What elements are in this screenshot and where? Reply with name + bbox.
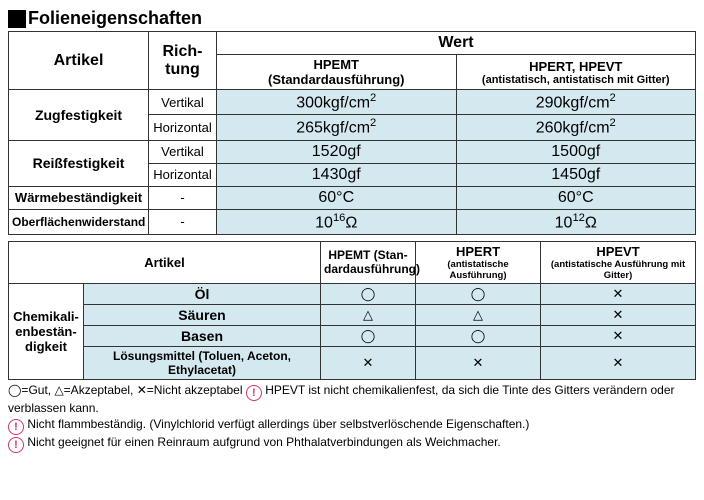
legend-text: Nicht flammbeständig. (Vinylchlorid verf… bbox=[27, 417, 529, 431]
value-cell: 300kgf/cm2 bbox=[217, 90, 457, 115]
chemical-table: Artikel HPEMT (Stan- dardausführung) HPE… bbox=[8, 241, 696, 380]
section-title: Folieneigenschaften bbox=[8, 8, 696, 29]
value-cell: 1450gf bbox=[456, 163, 696, 186]
th-artikel: Artikel bbox=[9, 32, 149, 90]
sym-cell: ◯ bbox=[416, 325, 541, 346]
th-hpemt-sub: (Standardausführung) bbox=[220, 72, 453, 87]
table-row: Oberflächenwiderstand - 1016Ω 1012Ω bbox=[9, 209, 696, 234]
legend-line-1: ◯=Gut, △=Akzeptabel, ✕=Nicht akzeptabel … bbox=[8, 383, 696, 417]
row-label: Zugfestigkeit bbox=[9, 90, 149, 141]
chem-label: Säuren bbox=[84, 304, 321, 325]
th-hpert-sub: (antistatisch, antistatisch mit Gitter) bbox=[460, 74, 693, 86]
table-row: Lösungsmittel (Toluen, Aceton, Ethylacet… bbox=[9, 346, 696, 379]
table-row: Zugfestigkeit Vertikal 300kgf/cm2 290kgf… bbox=[9, 90, 696, 115]
th-c2: HPERT (antistatische Ausführung) bbox=[416, 241, 541, 283]
properties-table: Artikel Rich- tung Wert HPEMT (Standarda… bbox=[8, 31, 696, 235]
value-cell: 60°C bbox=[217, 186, 457, 209]
warning-icon: ! bbox=[246, 385, 262, 401]
th-hpert: HPERT, HPEVT (antistatisch, antistatisch… bbox=[456, 55, 696, 90]
dir-cell: - bbox=[149, 209, 217, 234]
row-label: Reißfestigkeit bbox=[9, 140, 149, 186]
title-text: Folieneigenschaften bbox=[28, 8, 202, 29]
th-artikel: Artikel bbox=[9, 241, 321, 283]
value-cell: 1016Ω bbox=[217, 209, 457, 234]
th-c1: HPEMT (Stan- dardausführung) bbox=[321, 241, 416, 283]
value-cell: 1012Ω bbox=[456, 209, 696, 234]
sym-cell: ✕ bbox=[321, 346, 416, 379]
table-row: Reißfestigkeit Vertikal 1520gf 1500gf bbox=[9, 140, 696, 163]
legend-line-3: ! Nicht geeignet für einen Reinraum aufg… bbox=[8, 435, 696, 453]
legend: ◯=Gut, △=Akzeptabel, ✕=Nicht akzeptabel … bbox=[8, 383, 696, 453]
dir-cell: Horizontal bbox=[149, 163, 217, 186]
sym-cell: △ bbox=[321, 304, 416, 325]
sym-cell: ✕ bbox=[416, 346, 541, 379]
th-c3-sub: (antistatische Ausführung mit Gitter) bbox=[544, 259, 692, 281]
row-label: Wärmebeständigkeit bbox=[9, 186, 149, 209]
table-row: Säuren △ △ ✕ bbox=[9, 304, 696, 325]
th-wert: Wert bbox=[217, 32, 696, 55]
th-c3-title: HPEVT bbox=[544, 244, 692, 259]
chem-label: Öl bbox=[84, 283, 321, 304]
chem-label: Basen bbox=[84, 325, 321, 346]
row-label-side: Chemikali- enbestän- digkeit bbox=[9, 283, 84, 379]
value-cell: 60°C bbox=[456, 186, 696, 209]
legend-text: Nicht geeignet für einen Reinraum aufgru… bbox=[27, 435, 500, 449]
value-cell: 290kgf/cm2 bbox=[456, 90, 696, 115]
dir-cell: - bbox=[149, 186, 217, 209]
warning-icon: ! bbox=[8, 437, 24, 453]
warning-icon: ! bbox=[8, 419, 24, 435]
sym-cell: ✕ bbox=[541, 346, 696, 379]
table-row: Basen ◯ ◯ ✕ bbox=[9, 325, 696, 346]
table-row: Wärmebeständigkeit - 60°C 60°C bbox=[9, 186, 696, 209]
dir-cell: Horizontal bbox=[149, 115, 217, 140]
sym-cell: ✕ bbox=[541, 283, 696, 304]
sym-cell: △ bbox=[416, 304, 541, 325]
value-cell: 1500gf bbox=[456, 140, 696, 163]
th-hpemt: HPEMT (Standardausführung) bbox=[217, 55, 457, 90]
value-cell: 1430gf bbox=[217, 163, 457, 186]
th-c2-title: HPERT bbox=[419, 244, 537, 259]
legend-line-2: ! Nicht flammbeständig. (Vinylchlorid ve… bbox=[8, 417, 696, 435]
row-label: Oberflächenwiderstand bbox=[9, 209, 149, 234]
sym-cell: ◯ bbox=[321, 325, 416, 346]
sym-cell: ◯ bbox=[321, 283, 416, 304]
legend-symbols: ◯=Gut, △=Akzeptabel, ✕=Nicht akzeptabel bbox=[8, 383, 246, 397]
dir-cell: Vertikal bbox=[149, 140, 217, 163]
table-row: Chemikali- enbestän- digkeit Öl ◯ ◯ ✕ bbox=[9, 283, 696, 304]
sym-cell: ✕ bbox=[541, 304, 696, 325]
sym-cell: ◯ bbox=[416, 283, 541, 304]
th-c2-sub: (antistatische Ausführung) bbox=[419, 259, 537, 281]
value-cell: 1520gf bbox=[217, 140, 457, 163]
sym-cell: ✕ bbox=[541, 325, 696, 346]
chem-label: Lösungsmittel (Toluen, Aceton, Ethylacet… bbox=[84, 346, 321, 379]
th-hpert-title: HPERT, HPEVT bbox=[460, 59, 693, 74]
th-richtung: Rich- tung bbox=[149, 32, 217, 90]
value-cell: 260kgf/cm2 bbox=[456, 115, 696, 140]
title-marker bbox=[8, 10, 26, 28]
th-c3: HPEVT (antistatische Ausführung mit Gitt… bbox=[541, 241, 696, 283]
dir-cell: Vertikal bbox=[149, 90, 217, 115]
th-hpemt-title: HPEMT bbox=[220, 57, 453, 72]
value-cell: 265kgf/cm2 bbox=[217, 115, 457, 140]
